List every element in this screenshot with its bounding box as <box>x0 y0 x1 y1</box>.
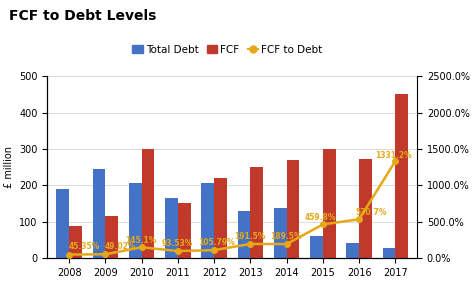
Bar <box>359 159 372 258</box>
Bar <box>287 161 299 258</box>
FCF to Debt <box>247 242 253 246</box>
Bar <box>129 183 142 258</box>
FCF to Debt <box>284 242 290 246</box>
Text: 189.5%: 189.5% <box>270 232 302 241</box>
FCF to Debt <box>392 159 398 163</box>
Bar <box>323 149 336 258</box>
Text: 145.1%: 145.1% <box>125 236 157 245</box>
Text: 530.7%: 530.7% <box>356 208 387 217</box>
FCF to Debt <box>102 253 108 256</box>
Bar <box>250 167 263 258</box>
Y-axis label: £ million: £ million <box>4 146 14 188</box>
Line: FCF to Debt: FCF to Debt <box>66 158 398 257</box>
Text: 1331.2%: 1331.2% <box>375 151 412 160</box>
Bar <box>165 198 178 258</box>
Bar <box>310 236 323 258</box>
Bar <box>201 183 214 258</box>
FCF to Debt <box>320 223 326 226</box>
Bar <box>105 216 118 258</box>
Bar <box>274 208 287 258</box>
FCF to Debt <box>175 249 181 253</box>
Bar <box>142 149 155 258</box>
FCF to Debt <box>211 248 217 252</box>
FCF to Debt <box>356 217 362 221</box>
Text: 45.35%: 45.35% <box>68 242 100 251</box>
Text: 459.8%: 459.8% <box>305 213 336 222</box>
FCF to Debt <box>66 253 72 256</box>
Text: FCF to Debt Levels: FCF to Debt Levels <box>9 9 157 23</box>
Text: 105.79%: 105.79% <box>198 239 235 247</box>
FCF to Debt <box>139 246 145 249</box>
Bar <box>56 189 69 258</box>
Bar <box>69 226 82 258</box>
Bar <box>395 94 408 258</box>
Legend: Total Debt, FCF, FCF to Debt: Total Debt, FCF, FCF to Debt <box>128 40 327 59</box>
Bar <box>178 203 191 258</box>
Bar <box>346 243 359 258</box>
Text: 191.5%: 191.5% <box>234 232 265 241</box>
Bar <box>93 169 105 258</box>
Bar <box>237 211 250 258</box>
Text: 49.02%: 49.02% <box>105 242 136 251</box>
Text: 93.53%: 93.53% <box>162 239 193 248</box>
Bar <box>214 178 227 258</box>
Bar <box>383 248 395 258</box>
